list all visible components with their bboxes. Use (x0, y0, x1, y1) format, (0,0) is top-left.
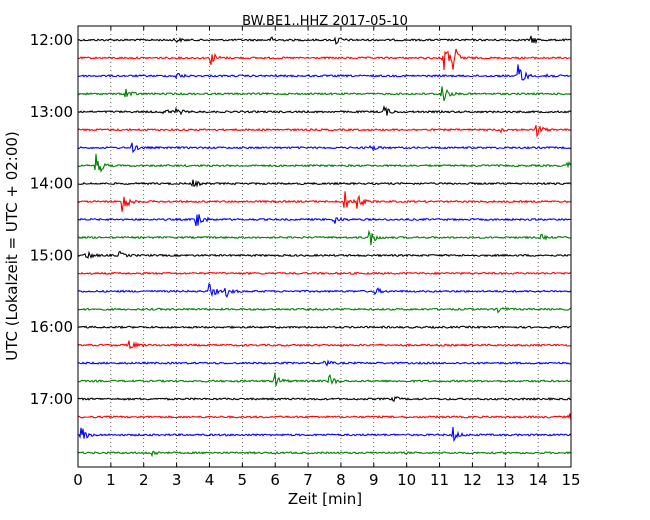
seismic-trace (77, 372, 572, 387)
y-tick-label: 14:00 (30, 175, 73, 193)
seismic-trace (77, 307, 571, 314)
seismic-trace (77, 359, 572, 367)
x-tick-label: 0 (73, 471, 83, 489)
seismic-trace (77, 35, 572, 45)
seismic-traces (77, 35, 572, 458)
y-tick-label: 12:00 (30, 31, 73, 49)
x-tick-label: 1 (106, 471, 116, 489)
x-tick-label: 2 (139, 471, 149, 489)
x-tick-label: 11 (430, 471, 449, 489)
seismic-trace (77, 86, 572, 102)
x-tick-label: 10 (397, 471, 416, 489)
x-tick-label: 15 (561, 471, 580, 489)
seismic-trace (77, 229, 572, 246)
seismic-trace (77, 250, 572, 259)
seismic-trace (77, 427, 572, 443)
x-tick-label: 7 (303, 471, 313, 489)
seismic-trace (77, 325, 572, 330)
x-tick-label: 3 (172, 471, 182, 489)
x-tick-label: 8 (336, 471, 346, 489)
seismic-trace (77, 104, 572, 116)
x-tick-label: 13 (496, 471, 515, 489)
x-tick-label: 9 (369, 471, 379, 489)
x-axis-label: Zeit [min] (288, 490, 362, 508)
x-axis-ticks: 0 1 2 3 4 5 6 7 8 9 10 11 12 13 14 15 (73, 26, 581, 489)
seismic-trace (77, 125, 572, 138)
seismic-trace (77, 282, 572, 298)
seismic-trace (77, 413, 572, 421)
y-tick-label: 16:00 (30, 318, 73, 336)
y-tick-label: 15:00 (30, 246, 73, 264)
y-tick-label: 13:00 (30, 103, 73, 121)
seismic-trace (77, 179, 572, 188)
seismic-trace (77, 191, 572, 212)
vertical-grid (110, 26, 539, 467)
seismic-trace (77, 142, 572, 154)
plot-frame (77, 25, 572, 468)
seismic-trace (77, 450, 572, 458)
x-tick-label: 5 (238, 471, 248, 489)
x-tick-label: 14 (529, 471, 548, 489)
seismic-trace (77, 396, 572, 403)
seismic-trace (77, 64, 572, 81)
seismic-trace (77, 153, 572, 173)
x-tick-label: 6 (270, 471, 280, 489)
y-axis-ticks: 12:00 13:00 14:00 15:00 16:00 17:00 (30, 31, 73, 408)
chart-title: BW.BE1..HHZ 2017-05-10 (242, 14, 408, 29)
x-tick-label: 4 (205, 471, 215, 489)
seismic-trace (77, 214, 572, 227)
y-tick-label: 17:00 (30, 390, 73, 408)
seismic-trace (77, 271, 572, 276)
x-tick-label: 12 (463, 471, 482, 489)
seismic-trace (77, 48, 572, 70)
seismic-trace (77, 340, 572, 350)
y-axis-label: UTC (Lokalzeit = UTC + 02:00) (3, 131, 21, 361)
